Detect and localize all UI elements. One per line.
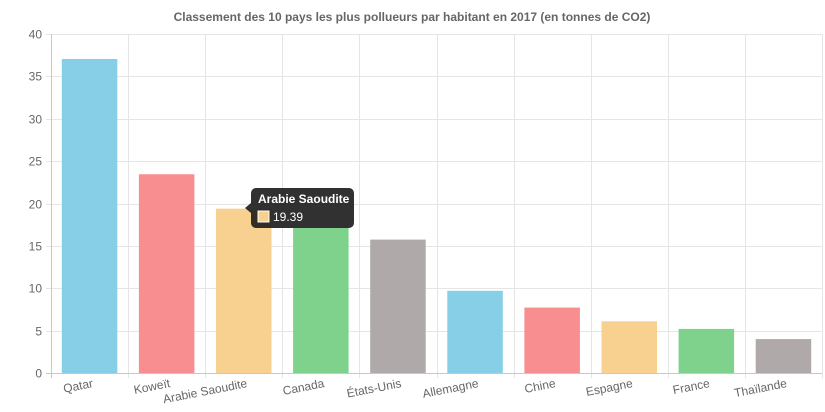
x-tick-label: États-Unis (345, 375, 402, 400)
x-tick-label: Qatar (62, 376, 94, 395)
x-tick-label: France (672, 376, 712, 397)
tooltip-background (251, 188, 354, 228)
bar-Chine[interactable] (524, 307, 580, 373)
y-tick-label: 15 (29, 240, 43, 254)
tooltip-caret (245, 203, 251, 213)
bars (61, 59, 812, 373)
tooltip-color-swatch (257, 210, 270, 223)
tooltip-title: Arabie Saoudite (258, 192, 350, 206)
y-tick-label: 0 (35, 367, 42, 381)
bar-Qatar[interactable] (61, 59, 118, 373)
chart-title: Classement des 10 pays les plus pollueur… (174, 10, 651, 24)
x-tick-label: Koweït (133, 376, 172, 397)
x-tick-label: Canada (281, 376, 325, 398)
y-tick-label: 25 (29, 155, 43, 169)
bar-Espagne[interactable] (601, 321, 658, 373)
x-tick-label: Allemagne (421, 376, 480, 401)
x-tick-label: Arabie Saoudite (162, 376, 249, 406)
bar-Arabie Saoudite[interactable] (215, 208, 272, 373)
tooltip: Arabie Saoudite 19.39 (245, 188, 354, 228)
bar-France[interactable] (678, 328, 735, 373)
bar-Koweït[interactable] (138, 174, 195, 373)
y-tick-label: 10 (29, 282, 43, 296)
bar-Thaïlande[interactable] (755, 339, 812, 373)
bar-États-Unis[interactable] (370, 239, 426, 373)
y-axis-ticks: 0 5 10 15 20 25 30 35 40 (29, 28, 43, 381)
tooltip-value: 19.39 (273, 210, 303, 224)
bar-Allemagne[interactable] (447, 290, 503, 373)
y-tick-label: 5 (35, 325, 42, 339)
y-tick-label: 40 (29, 28, 43, 42)
x-tick-label: Thaïlande (733, 376, 788, 400)
y-tick-label: 20 (29, 198, 43, 212)
y-tick-label: 30 (29, 113, 43, 127)
x-tick-label: Espagne (585, 376, 634, 399)
y-tick-label: 35 (29, 70, 43, 84)
x-tick-label: Chine (523, 376, 557, 396)
bar-Canada[interactable] (293, 227, 349, 373)
